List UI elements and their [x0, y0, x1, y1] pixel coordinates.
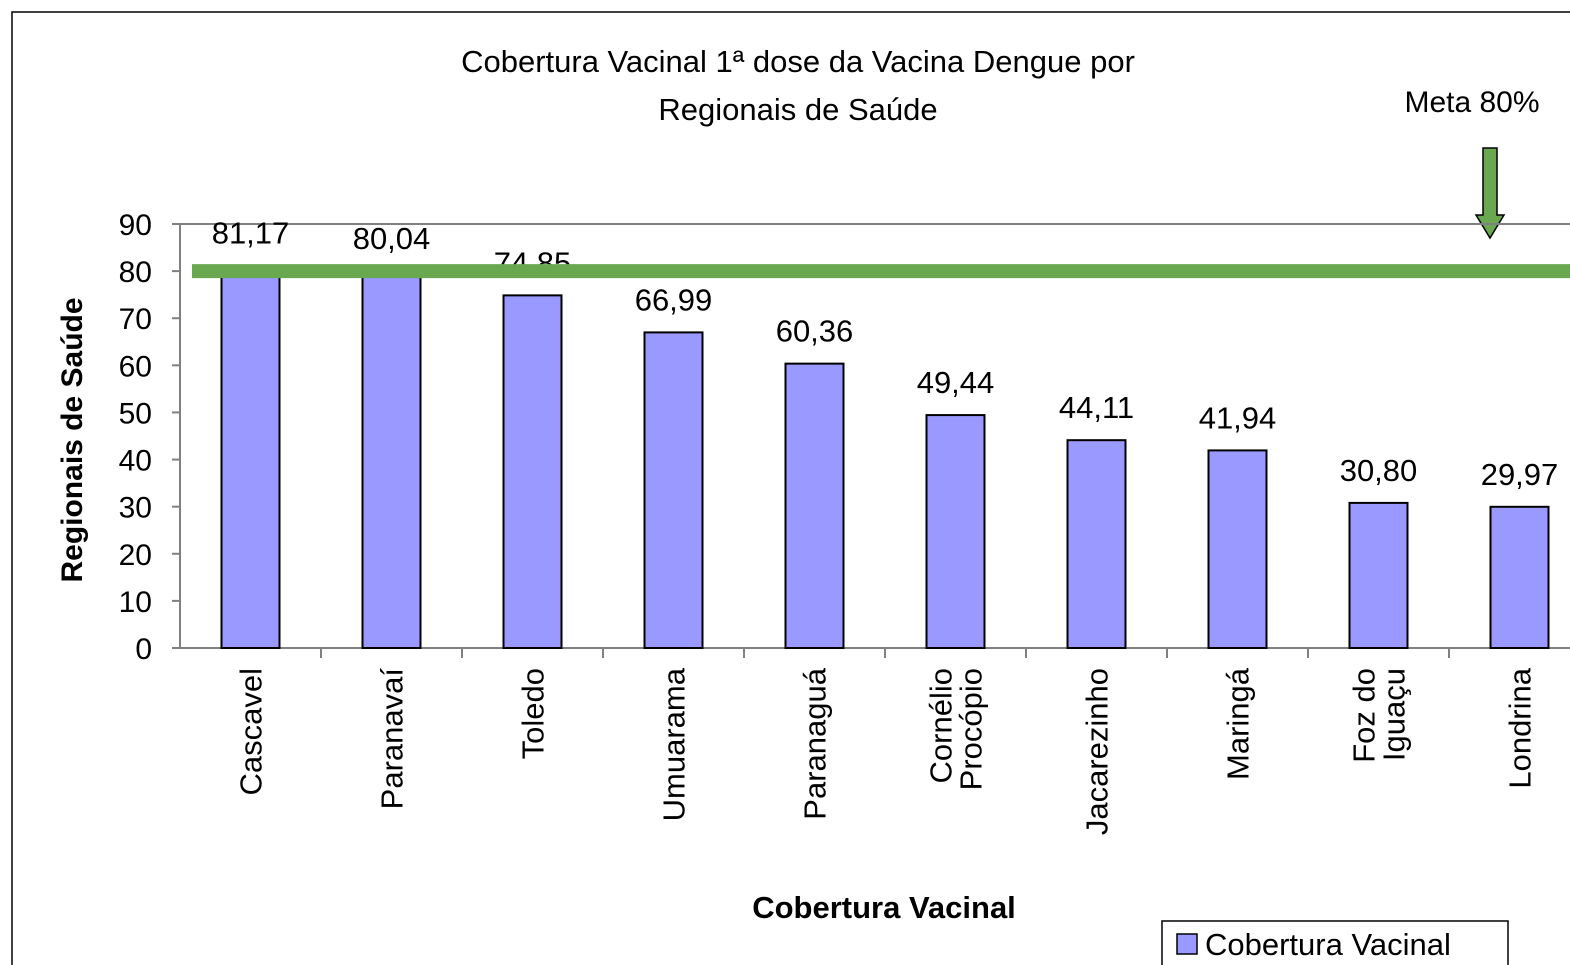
x-tick-label: Iguaçu: [1377, 668, 1412, 761]
x-tick-label: Cornélio: [924, 668, 959, 783]
y-tick-label: 50: [119, 397, 152, 430]
y-tick-label: 10: [119, 586, 152, 619]
bar: [925, 414, 986, 649]
y-tick-label: 20: [119, 539, 152, 572]
x-axis-label: Cobertura Vacinal: [752, 890, 1016, 925]
legend-swatch: [1176, 933, 1198, 955]
x-tick-label: Procópio: [954, 668, 989, 790]
data-label: 81,17: [212, 216, 290, 251]
target-label: Meta 80%: [1404, 86, 1539, 119]
bar: [1066, 439, 1127, 650]
data-label: 80,04: [353, 221, 431, 256]
x-tick-label: Maringá: [1221, 667, 1256, 780]
x-tick-label: Umuarama: [657, 667, 692, 821]
bar: [1207, 449, 1268, 649]
bar: [643, 331, 704, 649]
data-label: 41,94: [1199, 400, 1277, 435]
data-label: 60,36: [776, 314, 854, 349]
x-tick-label: Toledo: [516, 668, 551, 759]
y-axis-label: Regionais de Saúde: [56, 297, 89, 582]
x-tick-label: Paranavaí: [375, 668, 410, 810]
bar: [361, 269, 422, 649]
arrow: [1474, 147, 1506, 240]
y-tick-label: 70: [119, 303, 152, 336]
data-label: 49,44: [917, 365, 995, 400]
y-tick-label: 30: [119, 492, 152, 525]
y-tick-label: 40: [119, 445, 152, 478]
legend-box: [1161, 920, 1509, 965]
bar: [502, 294, 563, 649]
bar: [784, 362, 845, 649]
y-tick-label: 0: [135, 633, 152, 666]
target-arrow: [1474, 147, 1506, 240]
bar: [1348, 501, 1409, 649]
x-tick-label: Londrina: [1503, 667, 1538, 788]
bar: [220, 264, 281, 649]
legend-label: Cobertura Vacinal: [1205, 927, 1451, 962]
chart-title: Regionais de Saúde: [658, 92, 937, 127]
data-label: 30,80: [1340, 453, 1418, 488]
data-label: 44,11: [1059, 390, 1134, 425]
y-tick-label: 80: [119, 256, 152, 289]
data-label: 29,97: [1481, 457, 1559, 492]
data-label: 66,99: [635, 282, 713, 317]
y-tick-label: 90: [119, 209, 152, 242]
y-tick-label: 60: [119, 350, 152, 383]
x-tick-label: Foz do: [1347, 668, 1382, 763]
x-tick-label: Jacarezinho: [1080, 668, 1115, 835]
x-tick-label: Paranaguá: [798, 667, 833, 819]
bar: [1489, 505, 1550, 650]
x-tick-label: Cascavel: [234, 668, 269, 796]
chart-title: Cobertura Vacinal 1ª dose da Vacina Deng…: [461, 44, 1135, 79]
